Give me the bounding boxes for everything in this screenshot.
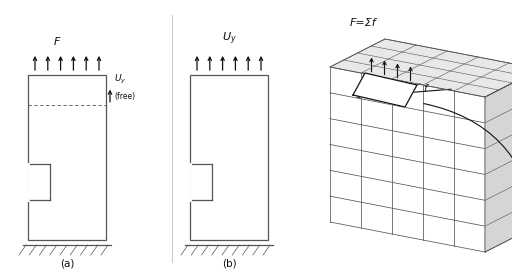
Text: (free): (free) (114, 92, 135, 101)
Text: $F$: $F$ (53, 35, 62, 47)
Bar (190, 75, 268, 240)
Text: (b): (b) (222, 258, 237, 268)
Text: F=Σf: F=Σf (350, 18, 377, 28)
Polygon shape (353, 73, 417, 107)
Text: f: f (423, 84, 426, 94)
Text: $U_y$: $U_y$ (222, 31, 237, 47)
Polygon shape (330, 39, 512, 97)
Polygon shape (485, 69, 512, 252)
Text: (a): (a) (60, 258, 74, 268)
Text: $U_y$: $U_y$ (114, 73, 126, 86)
Bar (28, 75, 106, 240)
FancyArrowPatch shape (424, 104, 512, 219)
